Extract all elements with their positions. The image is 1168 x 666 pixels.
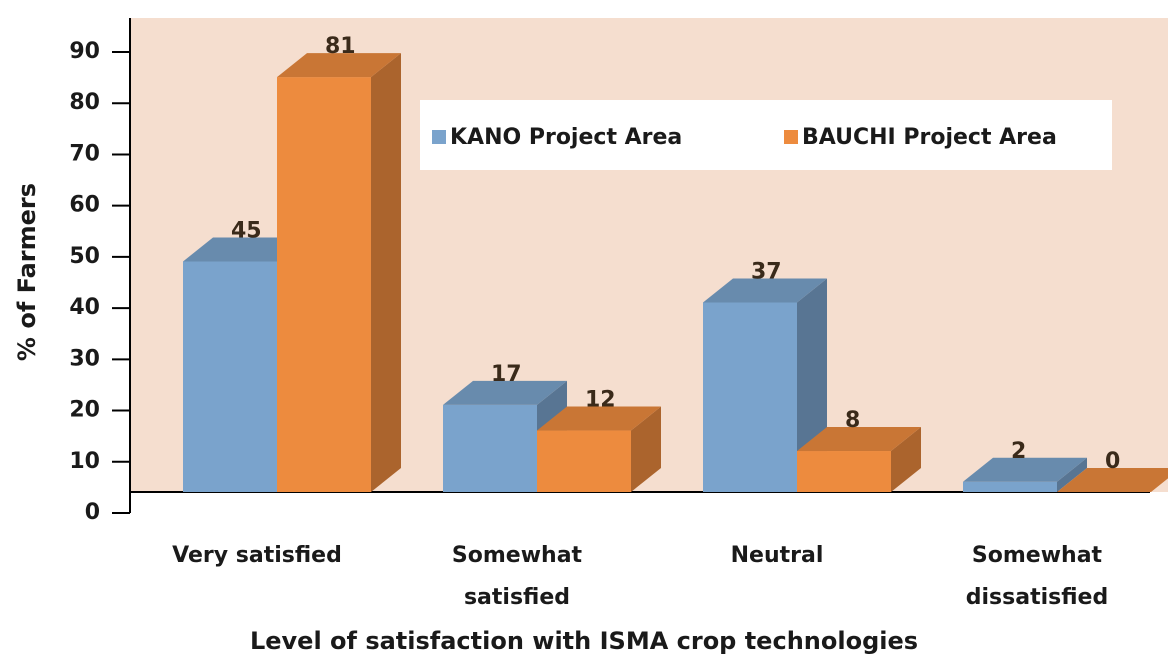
x-tick-label: dissatisfied bbox=[966, 585, 1108, 610]
bar-top bbox=[963, 457, 1087, 482]
data-label: 81 bbox=[325, 34, 356, 59]
bar-top bbox=[703, 278, 827, 303]
y-tick-label: 90 bbox=[69, 39, 100, 64]
y-tick-label: 30 bbox=[69, 346, 100, 371]
data-label: 8 bbox=[845, 408, 860, 433]
data-label: 2 bbox=[1011, 439, 1026, 464]
bar bbox=[443, 404, 537, 492]
y-tick-label: 50 bbox=[69, 244, 100, 269]
y-tick-label: 0 bbox=[85, 500, 100, 525]
x-tick-label: Somewhat bbox=[972, 543, 1103, 568]
x-tick-label: Very satisfied bbox=[172, 543, 342, 568]
y-tick-label: 70 bbox=[69, 141, 100, 166]
y-tick-label: 40 bbox=[69, 295, 100, 320]
legend-label: BAUCHI Project Area bbox=[802, 125, 1057, 150]
data-label: 0 bbox=[1105, 449, 1120, 474]
bar-side bbox=[371, 53, 401, 492]
bar bbox=[537, 430, 631, 492]
bar-top bbox=[537, 406, 661, 431]
bar-side bbox=[891, 427, 921, 492]
data-label: 45 bbox=[231, 219, 262, 244]
legend-swatch bbox=[784, 130, 798, 144]
bar-top bbox=[443, 380, 567, 405]
y-tick-label: 20 bbox=[69, 398, 100, 423]
y-tick-label: 80 bbox=[69, 90, 100, 115]
legend-label: KANO Project Area bbox=[450, 125, 682, 150]
bar-top bbox=[277, 53, 401, 78]
bar-top bbox=[1057, 468, 1168, 492]
bar-top bbox=[183, 237, 307, 262]
data-label: 12 bbox=[585, 388, 616, 413]
bar-side bbox=[631, 406, 661, 492]
bar bbox=[277, 77, 371, 492]
y-axis-title: % of Farmers bbox=[13, 183, 41, 361]
bar bbox=[703, 302, 797, 492]
bar bbox=[183, 261, 277, 492]
legend bbox=[420, 100, 1112, 170]
data-label: 17 bbox=[491, 362, 522, 387]
y-tick-label: 60 bbox=[69, 193, 100, 218]
legend-swatch bbox=[432, 130, 446, 144]
bar bbox=[797, 451, 891, 492]
x-tick-label: Neutral bbox=[731, 543, 824, 568]
bar-top bbox=[797, 427, 921, 452]
x-tick-label: Somewhat bbox=[452, 543, 583, 568]
y-tick-label: 10 bbox=[69, 449, 100, 474]
data-label: 37 bbox=[751, 259, 782, 284]
x-tick-label: satisfied bbox=[464, 585, 570, 610]
bar bbox=[963, 481, 1057, 492]
x-axis-title: Level of satisfaction with ISMA crop tec… bbox=[250, 627, 918, 655]
bar-side bbox=[1057, 457, 1087, 492]
